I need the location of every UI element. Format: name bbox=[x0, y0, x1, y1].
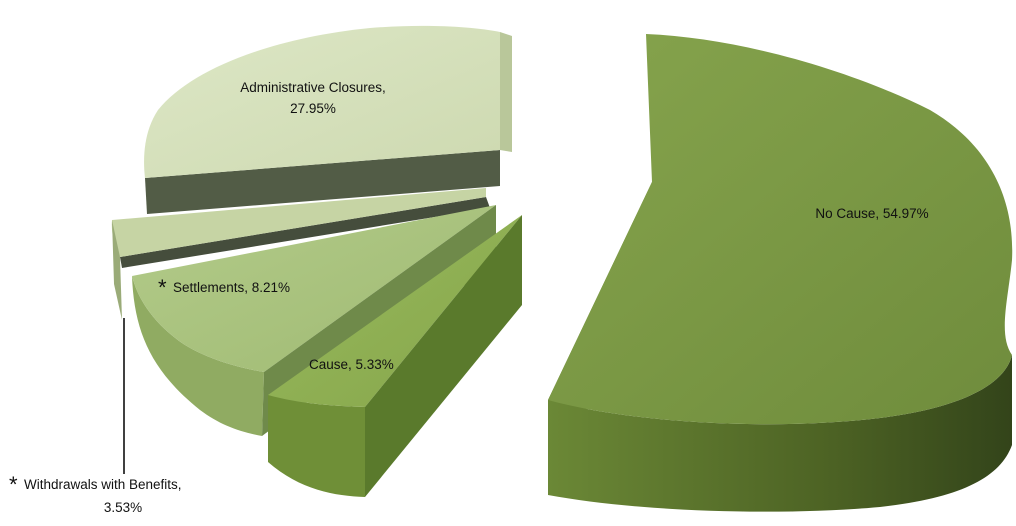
slice-no-cause-side bbox=[548, 355, 1012, 512]
label-administrative-closures-line2: 27.95% bbox=[290, 101, 336, 116]
slice-withdrawals-with-benefits bbox=[111, 188, 490, 320]
slice-administrative-closures-top bbox=[144, 25, 500, 179]
label-withdrawals-with-benefits-line1: Withdrawals with Benefits, bbox=[24, 477, 182, 492]
slice-cause-rim bbox=[268, 395, 365, 497]
asterisk-withdrawals: * bbox=[9, 472, 18, 497]
label-no-cause: No Cause, 54.97% bbox=[815, 206, 928, 221]
label-cause: Cause, 5.33% bbox=[309, 357, 394, 372]
slice-cause-wall bbox=[365, 215, 522, 497]
slice-no-cause-top bbox=[548, 34, 1013, 425]
slice-administrative-closures-wall bbox=[145, 150, 500, 214]
slice-withdrawals-with-benefits-wall bbox=[120, 197, 490, 268]
label-withdrawals-with-benefits-line2: 3.53% bbox=[104, 500, 142, 515]
slice-withdrawals-with-benefits-top bbox=[111, 188, 487, 257]
slice-no-cause bbox=[548, 34, 1013, 512]
slice-cause bbox=[268, 215, 522, 497]
label-settlements: Settlements, 8.21% bbox=[173, 280, 290, 295]
label-administrative-closures-line1: Administrative Closures, bbox=[240, 80, 386, 95]
slice-cause-top bbox=[268, 215, 522, 407]
slice-settlements-top bbox=[132, 205, 496, 372]
slice-withdrawals-with-benefits-side bbox=[112, 220, 122, 320]
slice-administrative-closures bbox=[144, 25, 512, 214]
slice-administrative-closures-side bbox=[500, 32, 512, 152]
asterisk-settlements: * bbox=[158, 275, 167, 300]
slice-settlements-rim bbox=[132, 276, 264, 436]
